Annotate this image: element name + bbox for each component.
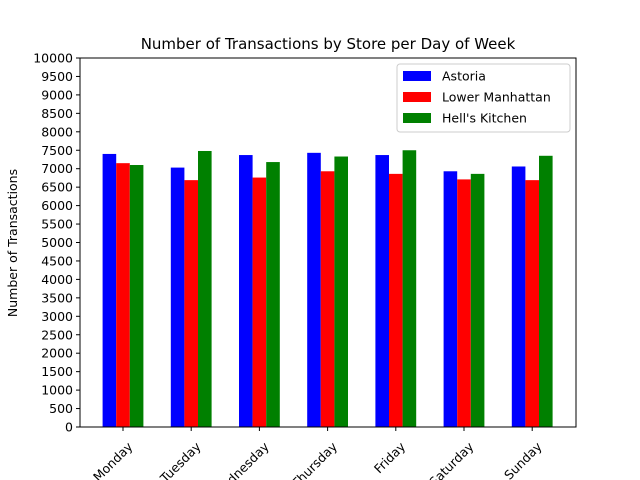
legend-box bbox=[396, 63, 571, 133]
bar-hell-s-kitchen-monday bbox=[129, 165, 144, 427]
bar-hell-s-kitchen-wednesday bbox=[266, 162, 280, 427]
bar-hell-s-kitchen-saturday bbox=[470, 173, 485, 427]
bar-hell-s-kitchen-thursday bbox=[334, 156, 348, 427]
y-tick-label: 8500 bbox=[41, 106, 73, 121]
bar-lower-manhattan-friday bbox=[389, 173, 403, 427]
bar-lower-manhattan-monday bbox=[116, 163, 130, 428]
y-tick-label: 4000 bbox=[41, 272, 73, 287]
y-tick-label: 7000 bbox=[41, 161, 73, 176]
y-tick-label: 8000 bbox=[41, 124, 73, 139]
x-tick-label-friday: Friday bbox=[371, 438, 409, 476]
chart-title: Number of Transactions by Store per Day … bbox=[141, 35, 516, 53]
legend-label-astoria: Astoria bbox=[442, 69, 486, 84]
y-tick-label: 7500 bbox=[41, 143, 73, 158]
y-tick-label: 500 bbox=[49, 401, 73, 416]
y-tick-label: 2500 bbox=[41, 327, 73, 342]
x-tick-label-thursday: Thursday bbox=[288, 438, 341, 480]
y-tick-label: 2000 bbox=[41, 346, 73, 361]
bars-group bbox=[102, 150, 553, 428]
legend-swatch-astoria bbox=[403, 71, 431, 81]
y-tick-label: 9000 bbox=[41, 87, 73, 102]
bar-lower-manhattan-thursday bbox=[320, 171, 335, 427]
y-tick-label: 9500 bbox=[41, 69, 73, 84]
y-tick-label: 3500 bbox=[41, 290, 73, 305]
y-tick-label: 6500 bbox=[41, 180, 73, 195]
y-tick-label: 5500 bbox=[41, 217, 73, 232]
bar-astoria-monday bbox=[102, 153, 117, 427]
x-tick-label-wednesday: Wednesday bbox=[210, 438, 272, 480]
legend-swatch-lower-manhattan bbox=[403, 92, 431, 102]
legend: Astoria Lower Manhattan Hell's Kitchen bbox=[396, 63, 571, 133]
x-axis-ticks: Monday Tuesday Wednesday Thursday Friday Satu… bbox=[90, 427, 545, 480]
y-tick-label: 10000 bbox=[33, 51, 73, 66]
bar-astoria-tuesday bbox=[170, 167, 185, 427]
y-tick-label: 3000 bbox=[41, 309, 73, 324]
bar-astoria-wednesday bbox=[239, 155, 253, 428]
bar-lower-manhattan-sunday bbox=[525, 180, 539, 427]
y-tick-label: 5000 bbox=[41, 235, 73, 250]
x-tick-label-saturday: Saturday bbox=[426, 438, 477, 480]
bar-astoria-thursday bbox=[307, 152, 321, 427]
bar-astoria-sunday bbox=[511, 166, 526, 428]
bar-hell-s-kitchen-friday bbox=[402, 150, 417, 427]
bar-hell-s-kitchen-sunday bbox=[539, 155, 553, 428]
y-tick-label: 6000 bbox=[41, 198, 73, 213]
bar-lower-manhattan-wednesday bbox=[252, 177, 267, 427]
y-axis-label: Number of Transactions bbox=[5, 169, 20, 317]
bar-hell-s-kitchen-tuesday bbox=[198, 150, 212, 428]
y-axis-ticks: 0 500 1000 1500 2000 2500 3000 3500 4000 4500 5000… bbox=[33, 51, 80, 435]
bar-lower-manhattan-tuesday bbox=[184, 180, 198, 427]
legend-label-hell-s-kitchen: Hell's Kitchen bbox=[442, 111, 527, 126]
legend-label-lower-manhattan: Lower Manhattan bbox=[442, 90, 551, 105]
y-tick-label: 1500 bbox=[41, 364, 73, 379]
y-tick-label: 0 bbox=[65, 420, 73, 435]
bar-astoria-saturday bbox=[443, 171, 458, 427]
legend-swatch-hell-s-kitchen bbox=[403, 113, 431, 123]
x-tick-label-sunday: Sunday bbox=[501, 438, 545, 480]
y-tick-label: 1000 bbox=[41, 383, 73, 398]
x-tick-label-tuesday: Tuesday bbox=[156, 438, 204, 480]
bar-lower-manhattan-saturday bbox=[457, 179, 471, 427]
y-tick-label: 4500 bbox=[41, 253, 73, 268]
bar-astoria-friday bbox=[375, 155, 389, 428]
x-tick-label-monday: Monday bbox=[90, 438, 136, 480]
plot-area-frame bbox=[79, 57, 577, 428]
